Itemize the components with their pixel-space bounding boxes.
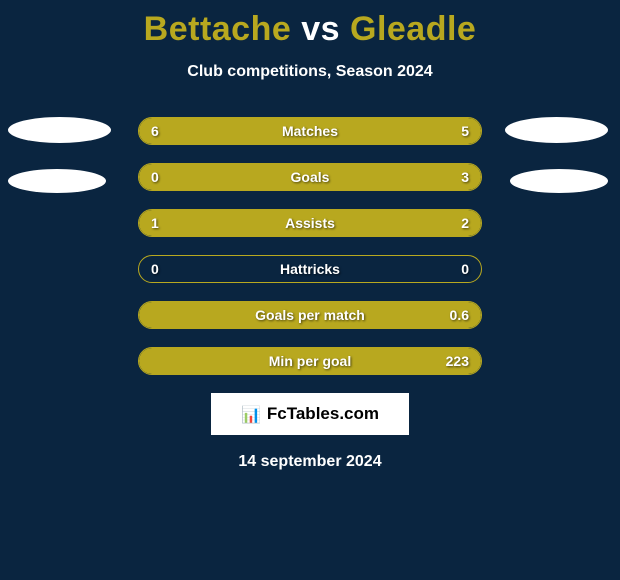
stat-bar-row: Min per goal 223 [138,347,482,375]
date-label: 14 september 2024 [0,453,620,471]
stat-value-left: 0 [151,164,159,190]
stat-bar-row: 0 Hattricks 0 [138,255,482,283]
subtitle: Club competitions, Season 2024 [0,63,620,81]
stat-bar-fill-left [139,302,173,328]
stat-bar-row: Goals per match 0.6 [138,301,482,329]
stat-label: Goals per match [255,302,365,328]
vs-text: vs [301,10,340,48]
brand-text: FcTables.com [267,404,379,424]
stat-bar-fill-left [139,164,201,190]
stat-value-right: 5 [461,118,469,144]
player2-name: Gleadle [350,10,476,48]
stat-value-right: 0.6 [450,302,469,328]
stat-value-left: 0 [151,256,159,282]
stat-label: Hattricks [280,256,340,282]
stat-bar-row: 1 Assists 2 [138,209,482,237]
decorative-ellipse-right [505,117,608,143]
stat-bar-row: 6 Matches 5 [138,117,482,145]
stat-value-left: 6 [151,118,159,144]
comparison-arena: 6 Matches 5 0 Goals 3 1 Assists 2 0 Hattricks 0 Goal… [0,117,620,375]
chart-icon: 📊 [241,405,261,424]
stat-bar-fill-right [201,164,481,190]
stat-label: Min per goal [269,348,351,374]
stat-value-right: 3 [461,164,469,190]
decorative-ellipse-right [510,169,608,193]
brand-logo: 📊 FcTables.com [211,393,409,435]
stat-bar-row: 0 Goals 3 [138,163,482,191]
decorative-ellipse-left [8,169,106,193]
player1-name: Bettache [144,10,292,48]
stat-label: Assists [285,210,335,236]
decorative-ellipse-left [8,117,111,143]
comparison-title: Bettache vs Gleadle [0,0,620,49]
stat-bar-fill-right [327,118,481,144]
stat-bar-fill-left [139,348,242,374]
stat-value-right: 0 [461,256,469,282]
stat-bar-list: 6 Matches 5 0 Goals 3 1 Assists 2 0 Hattricks 0 Goal… [138,117,482,375]
stat-value-right: 2 [461,210,469,236]
stat-label: Goals [291,164,330,190]
stat-label: Matches [282,118,338,144]
stat-value-left: 1 [151,210,159,236]
stat-value-right: 223 [446,348,469,374]
